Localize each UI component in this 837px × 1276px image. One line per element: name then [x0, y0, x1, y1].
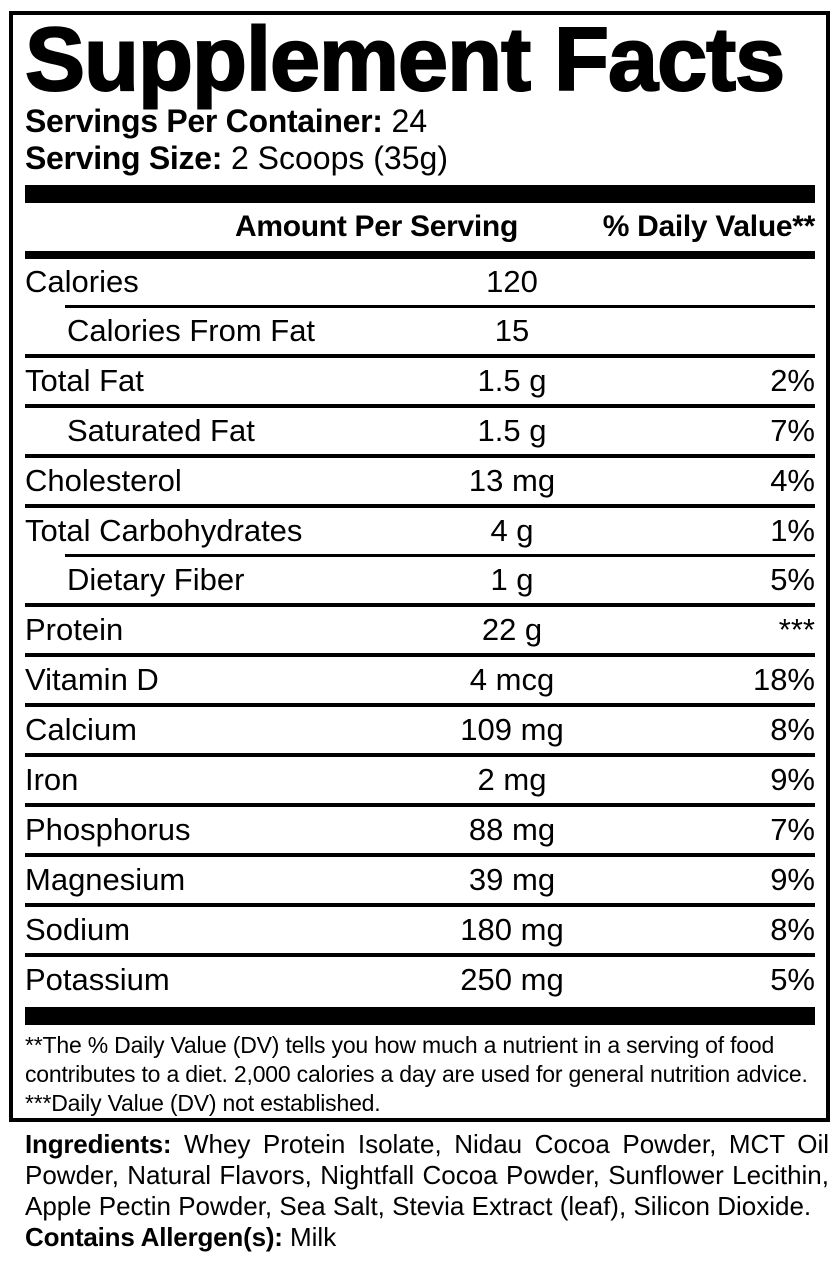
- nutrient-name: Magnesium: [25, 862, 186, 897]
- nutrient-row: Sodium 180 mg 8%: [25, 907, 815, 953]
- nutrient-row: Phosphorus 88 mg 7%: [25, 807, 815, 853]
- row-divider: [25, 504, 815, 508]
- nutrient-dv: 7%: [770, 413, 815, 448]
- panel-title: Supplement Facts: [24, 10, 786, 110]
- column-header-amount: Amount Per Serving: [235, 210, 518, 243]
- row-divider: [25, 953, 815, 957]
- nutrient-amount: 120: [486, 264, 538, 299]
- row-divider: [65, 305, 815, 308]
- row-divider: [25, 404, 815, 408]
- row-divider: [25, 803, 815, 807]
- nutrient-amount: 4 mcg: [469, 662, 555, 697]
- servings-per-container-value: 24: [391, 103, 428, 139]
- row-divider: [25, 753, 815, 757]
- serving-size-line: Serving Size: 2 Scoops (35g): [25, 140, 815, 177]
- nutrient-amount: 180 mg: [460, 912, 564, 947]
- nutrient-name: Total Carbohydrates: [25, 513, 303, 548]
- nutrient-row: Magnesium 39 mg 9%: [25, 857, 815, 903]
- nutrient-dv: 9%: [770, 862, 815, 897]
- nutrient-row: Cholesterol 13 mg 4%: [25, 458, 815, 504]
- nutrient-row: Calories 120: [25, 259, 815, 305]
- nutrient-amount: 22 g: [481, 612, 543, 647]
- row-divider: [25, 903, 815, 907]
- row-divider: [25, 454, 815, 458]
- nutrient-name: Total Fat: [25, 363, 144, 398]
- nutrient-name: Calories From Fat: [67, 313, 316, 348]
- nutrient-name: Phosphorus: [25, 812, 191, 847]
- nutrient-dv: 2%: [770, 363, 815, 398]
- separator-bar-thick-bottom: [25, 1007, 815, 1025]
- separator-bar-thick-top: [25, 185, 815, 203]
- nutrient-name: Calories: [25, 264, 139, 299]
- row-divider: [25, 853, 815, 857]
- row-divider: [25, 603, 815, 607]
- nutrient-row: Iron 2 mg 9%: [25, 757, 815, 803]
- nutrient-dv: 4%: [770, 463, 815, 498]
- row-divider: [65, 554, 815, 557]
- nutrient-amount: 109 mg: [460, 712, 564, 747]
- nutrient-amount: 1.5 g: [477, 413, 547, 448]
- ingredients-label: Ingredients:: [25, 1129, 172, 1159]
- nutrient-dv: 8%: [770, 912, 815, 947]
- nutrient-dv: 18%: [752, 662, 815, 697]
- row-divider: [25, 354, 815, 358]
- nutrient-row: Protein 22 g ***: [25, 607, 815, 653]
- nutrient-dv: 5%: [770, 962, 815, 997]
- nutrient-dv: ***: [778, 612, 815, 647]
- row-divider: [25, 653, 815, 657]
- column-header-daily-value: % Daily Value**: [602, 210, 816, 243]
- ingredients-text: Ingredients: Whey Protein Isolate, Nidau…: [25, 1129, 829, 1222]
- serving-size-value: 2 Scoops (35g): [230, 140, 448, 176]
- supplement-facts-panel: Supplement Facts Servings Per Container:…: [9, 11, 830, 1122]
- nutrient-dv: 9%: [770, 762, 815, 797]
- nutrient-amount: 250 mg: [460, 962, 564, 997]
- not-established-footnote: ***Daily Value (DV) not established.: [25, 1090, 381, 1116]
- table-header-row: Amount Per Serving % Daily Value**: [25, 203, 815, 251]
- allergen-value: Milk: [289, 1222, 337, 1252]
- nutrient-name: Sodium: [25, 912, 131, 947]
- nutrient-amount: 88 mg: [468, 812, 556, 847]
- nutrient-row: Calories From Fat 15: [25, 308, 815, 354]
- nutrient-amount: 39 mg: [468, 862, 556, 897]
- ingredients-list: Whey Protein Isolate, Nidau Cocoa Powder…: [25, 1129, 830, 1221]
- nutrient-dv: 5%: [770, 562, 815, 597]
- nutrient-row: Total Carbohydrates 4 g 1%: [25, 508, 815, 554]
- nutrient-dv: 1%: [770, 513, 815, 548]
- nutrient-name: Vitamin D: [25, 662, 159, 697]
- nutrient-name: Dietary Fiber: [67, 562, 245, 597]
- servings-per-container-line: Servings Per Container: 24: [25, 103, 815, 140]
- nutrient-amount: 15: [494, 313, 530, 348]
- nutrient-row: Calcium 109 mg 8%: [25, 707, 815, 753]
- daily-value-footnote: **The % Daily Value (DV) tells you how m…: [25, 1032, 808, 1087]
- nutrient-name: Protein: [25, 612, 124, 647]
- servings-per-container-label: Servings Per Container:: [25, 103, 383, 139]
- nutrient-name: Saturated Fat: [67, 413, 255, 448]
- footnotes: **The % Daily Value (DV) tells you how m…: [25, 1031, 815, 1118]
- row-divider: [25, 703, 815, 707]
- nutrient-row: Dietary Fiber 1 g 5%: [25, 557, 815, 603]
- nutrient-row: Vitamin D 4 mcg 18%: [25, 657, 815, 703]
- nutrient-name: Calcium: [25, 712, 137, 747]
- nutrient-dv: 7%: [770, 812, 815, 847]
- nutrient-amount: 1.5 g: [477, 363, 547, 398]
- serving-size-label: Serving Size:: [25, 140, 223, 176]
- nutrient-amount: 13 mg: [468, 463, 556, 498]
- nutrient-row: Saturated Fat 1.5 g 7%: [25, 408, 815, 454]
- allergen-line: Contains Allergen(s): Milk: [25, 1222, 829, 1253]
- nutrient-amount: 1 g: [490, 562, 534, 597]
- nutrient-dv: 8%: [770, 712, 815, 747]
- nutrient-row: Total Fat 1.5 g 2%: [25, 358, 815, 404]
- nutrient-amount: 4 g: [490, 513, 534, 548]
- nutrient-name: Iron: [25, 762, 79, 797]
- ingredients-section: Ingredients: Whey Protein Isolate, Nidau…: [25, 1129, 829, 1253]
- header-separator-bar: [25, 251, 815, 259]
- nutrient-amount: 2 mg: [477, 762, 547, 797]
- supplement-facts-label: Supplement Facts Servings Per Container:…: [0, 11, 837, 1276]
- allergen-label: Contains Allergen(s):: [25, 1222, 283, 1252]
- nutrient-name: Cholesterol: [25, 463, 182, 498]
- nutrient-row: Potassium 250 mg 5%: [25, 957, 815, 1003]
- nutrient-name: Potassium: [25, 962, 170, 997]
